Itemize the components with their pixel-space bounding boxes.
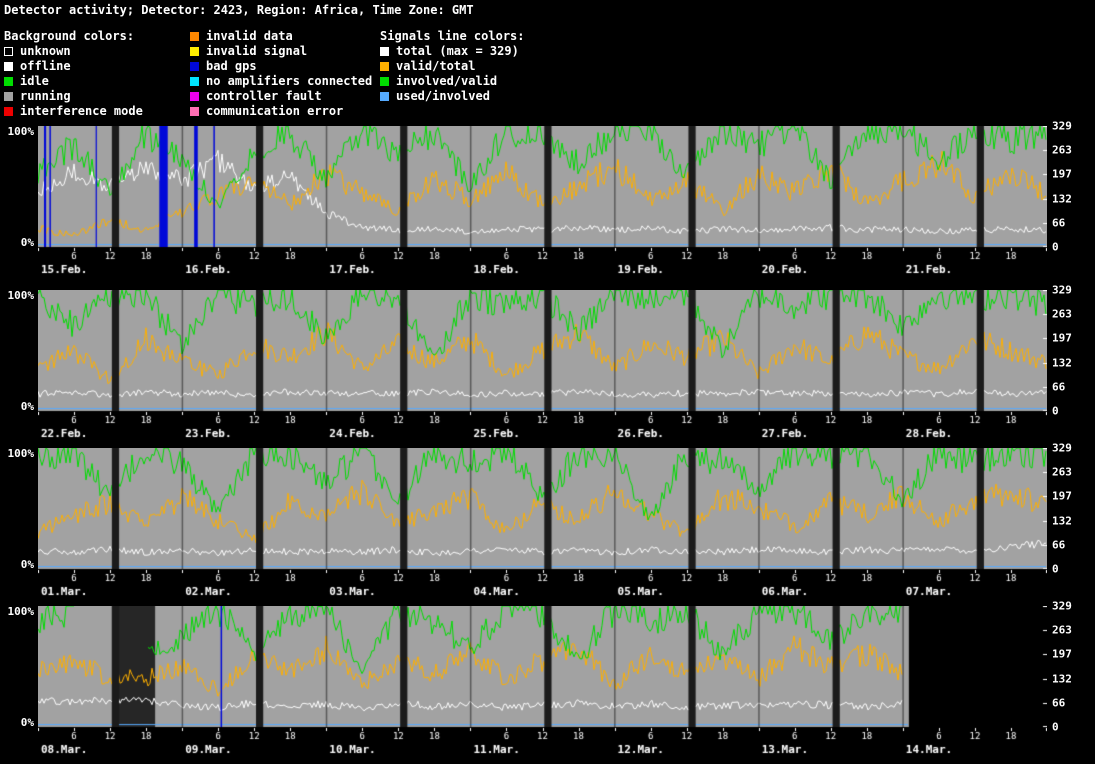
color-swatch-icon <box>4 77 13 86</box>
y-axis-right-label: 329 <box>1052 283 1072 297</box>
legend-label: offline <box>20 59 71 73</box>
legend-label: no amplifiers connected <box>206 74 373 88</box>
y-axis-right-label: 66 <box>1052 216 1066 230</box>
y-axis-right-label: 0 <box>1052 720 1059 734</box>
legend-item: running <box>4 89 143 104</box>
y-axis-right-label: 263 <box>1052 307 1072 321</box>
legend-label: total (max = 329) <box>396 44 519 58</box>
legend-item: offline <box>4 59 143 74</box>
legend-label: interference mode <box>20 104 143 118</box>
y-axis-min-label: 0% <box>20 400 34 413</box>
legend-status-colors: invalid data invalid signal bad gps no ampl… <box>190 29 372 119</box>
y-axis-right-label: 132 <box>1052 192 1072 206</box>
legend-label: invalid signal <box>206 44 308 58</box>
color-swatch-icon <box>380 92 389 101</box>
legend-item: valid/total <box>380 59 525 74</box>
legend-background-items: unknown offline idle running interference mo… <box>4 44 143 119</box>
y-axis-right-label: 66 <box>1052 696 1066 710</box>
color-swatch-icon <box>380 62 389 71</box>
activity-plot-week-3 <box>38 448 1047 600</box>
y-axis-right-label: 66 <box>1052 380 1066 394</box>
legend-background-colors: Background colors: unknown offline idle run… <box>4 29 143 119</box>
legend-label: idle <box>20 74 49 88</box>
activity-plot-week-1 <box>38 126 1047 278</box>
y-axis-right-label: 263 <box>1052 465 1072 479</box>
legend-label: running <box>20 89 71 103</box>
color-swatch-icon <box>190 107 199 116</box>
y-axis-right-label: 197 <box>1052 489 1072 503</box>
color-swatch-icon <box>190 47 199 56</box>
y-axis-right-label: 0 <box>1052 240 1059 254</box>
legend-item: interference mode <box>4 104 143 119</box>
y-axis-min-label: 0% <box>20 716 34 729</box>
y-axis-right-label: 132 <box>1052 356 1072 370</box>
chart-week-3: 100% 0% 329 263 197 132 66 0 <box>0 442 1095 606</box>
y-axis-right-label: 197 <box>1052 331 1072 345</box>
chart-week-2: 100% 0% 329 263 197 132 66 0 <box>0 284 1095 448</box>
color-swatch-icon <box>190 62 199 71</box>
y-axis-max-label: 100% <box>7 605 35 618</box>
legend-label: valid/total <box>396 59 476 73</box>
color-swatch-icon <box>4 107 13 116</box>
color-swatch-icon <box>380 47 389 56</box>
legend-item: unknown <box>4 44 143 59</box>
y-axis-max-label: 100% <box>7 125 35 138</box>
legend: Background colors: unknown offline idle run… <box>0 29 1095 121</box>
activity-plot-week-2 <box>38 290 1047 442</box>
y-axis-right-label: 197 <box>1052 167 1072 181</box>
color-swatch-icon <box>190 92 199 101</box>
legend-item: total (max = 329) <box>380 44 525 59</box>
legend-signal-colors: Signals line colors: total (max = 329) va… <box>380 29 525 104</box>
y-axis-right-label: 0 <box>1052 404 1059 418</box>
y-axis-max-label: 100% <box>7 289 35 302</box>
legend-item: bad gps <box>190 59 372 74</box>
legend-label: bad gps <box>206 59 257 73</box>
color-swatch-icon <box>4 47 13 56</box>
legend-item: used/involved <box>380 89 525 104</box>
color-swatch-icon <box>190 32 199 41</box>
legend-label: unknown <box>20 44 71 58</box>
legend-item: invalid data <box>190 29 372 44</box>
y-axis-right-label: 263 <box>1052 623 1072 637</box>
legend-label: communication error <box>206 104 344 118</box>
chart-week-1: 100% 0% 329 263 197 132 66 0 <box>0 120 1095 284</box>
color-swatch-icon <box>4 62 13 71</box>
y-axis-right-label: 329 <box>1052 119 1072 133</box>
legend-item: idle <box>4 74 143 89</box>
legend-background-title: Background colors: <box>4 29 135 43</box>
color-swatch-icon <box>190 77 199 86</box>
page-title: Detector activity; Detector: 2423, Regio… <box>4 3 474 17</box>
y-axis-right-label: 329 <box>1052 441 1072 455</box>
legend-item: communication error <box>190 104 372 119</box>
y-axis-right-label: 263 <box>1052 143 1072 157</box>
legend-status-items: invalid data invalid signal bad gps no ampl… <box>190 29 372 119</box>
legend-signals-title: Signals line colors: <box>380 29 525 43</box>
activity-plot-week-4 <box>38 606 1047 758</box>
chart-week-4: 100% 0% 329 263 197 132 66 0 <box>0 600 1095 764</box>
legend-label: invalid data <box>206 29 293 43</box>
legend-label: involved/valid <box>396 74 498 88</box>
color-swatch-icon <box>380 77 389 86</box>
legend-item: invalid signal <box>190 44 372 59</box>
y-axis-min-label: 0% <box>20 558 34 571</box>
legend-label: controller fault <box>206 89 322 103</box>
legend-item: involved/valid <box>380 74 525 89</box>
legend-item: controller fault <box>190 89 372 104</box>
y-axis-min-label: 0% <box>20 236 34 249</box>
y-axis-right-label: 132 <box>1052 672 1072 686</box>
legend-item: no amplifiers connected <box>190 74 372 89</box>
y-axis-right-label: 66 <box>1052 538 1066 552</box>
y-axis-right-label: 0 <box>1052 562 1059 576</box>
y-axis-right-label: 197 <box>1052 647 1072 661</box>
y-axis-right-label: 329 <box>1052 599 1072 613</box>
y-axis-max-label: 100% <box>7 447 35 460</box>
color-swatch-icon <box>4 92 13 101</box>
legend-label: used/involved <box>396 89 490 103</box>
legend-signal-items: total (max = 329) valid/total involved/val… <box>380 44 525 104</box>
y-axis-right-label: 132 <box>1052 514 1072 528</box>
